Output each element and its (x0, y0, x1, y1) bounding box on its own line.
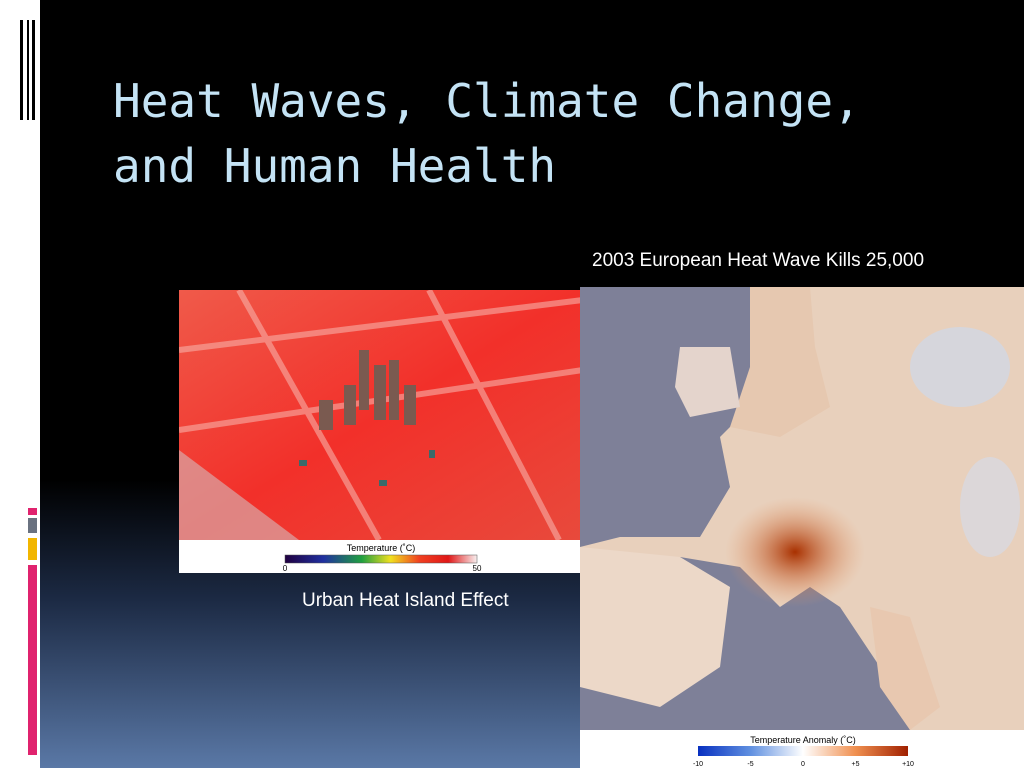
strip-decoration (20, 20, 37, 755)
legend-title: Temperature Anomaly (˚C) (750, 735, 856, 745)
title-line: and Human Health (113, 139, 557, 193)
legend-tick: -10 (693, 761, 703, 768)
europe-map-image: Temperature Anomaly (˚C) -10 -5 0 +5 +10 (580, 287, 1024, 768)
legend-tick: +10 (902, 761, 914, 768)
legend-tick: +5 (852, 761, 860, 768)
legend-tick: -5 (747, 761, 753, 768)
legend-tick: 50 (473, 564, 482, 573)
legend-title: Temperature (˚C) (347, 543, 416, 553)
caption: Urban Heat Island Effect (302, 590, 509, 611)
title-line: Heat Waves, Climate Change, (113, 74, 861, 128)
urban-heat-image: Temperature (˚C) 0 50 (179, 290, 583, 573)
legend-tick: 0 (801, 761, 805, 768)
caption: 2003 European Heat Wave Kills 25,000 (592, 250, 925, 271)
side-strip (0, 0, 40, 768)
legend-tick: 0 (283, 564, 288, 573)
